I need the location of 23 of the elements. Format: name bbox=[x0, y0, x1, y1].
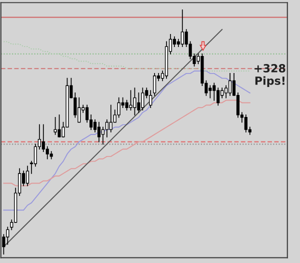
candlestick bbox=[129, 90, 132, 110]
candlestick bbox=[125, 100, 128, 110]
candlestick bbox=[212, 82, 216, 101]
candlestick bbox=[78, 97, 81, 123]
candlestick bbox=[42, 124, 45, 152]
candlestick bbox=[208, 85, 212, 98]
candlestick bbox=[216, 88, 220, 106]
candlestick bbox=[58, 114, 61, 138]
candlestick bbox=[109, 104, 112, 132]
candlestick bbox=[6, 226, 10, 245]
candlestick bbox=[149, 90, 152, 108]
candlestick bbox=[105, 119, 108, 138]
candlestick bbox=[153, 73, 156, 96]
candlestick bbox=[180, 10, 184, 47]
candlestick bbox=[244, 114, 248, 132]
candlestick bbox=[228, 73, 232, 96]
candlestick bbox=[137, 92, 140, 113]
candlestick bbox=[97, 122, 101, 142]
candlestick bbox=[133, 88, 136, 116]
text: +328 Pips! bbox=[254, 64, 286, 88]
candlestick bbox=[54, 116, 57, 135]
candlestick bbox=[141, 88, 144, 110]
candlestick bbox=[26, 166, 30, 186]
